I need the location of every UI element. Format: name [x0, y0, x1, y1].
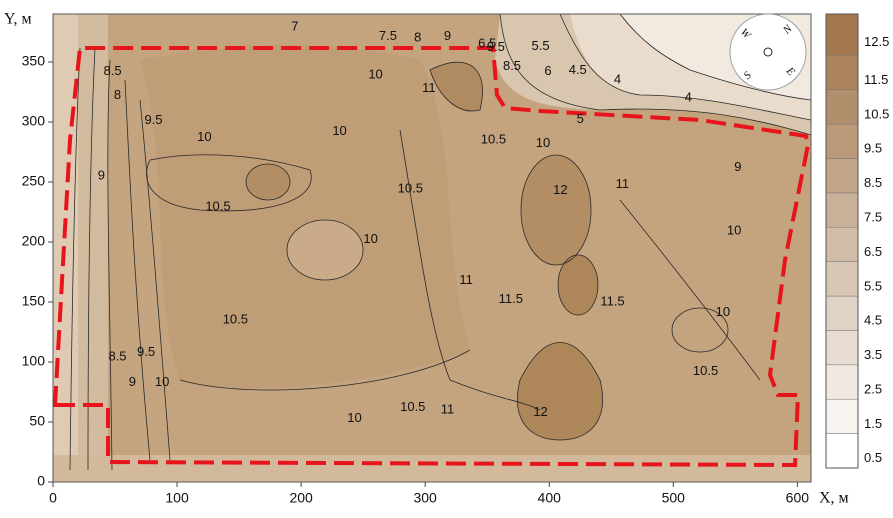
- x-axis-label: X, м: [819, 490, 849, 507]
- contour-label: 7: [291, 19, 298, 34]
- contour-label: 10: [332, 123, 346, 138]
- y-tick-label: 50: [29, 413, 45, 429]
- contour-label: 10.5: [693, 363, 718, 378]
- colorbar-band: [825, 226, 859, 262]
- colorbar-band: [825, 398, 859, 434]
- y-tick-label: 0: [37, 473, 45, 489]
- contour-label: 8: [414, 29, 421, 44]
- plot-frame: [52, 13, 812, 483]
- colorbar-band: [825, 89, 859, 125]
- contour-label: 6: [544, 63, 551, 78]
- contour-label: 4: [614, 71, 621, 86]
- site-boundary: [52, 46, 811, 468]
- colorbar-band: [825, 364, 859, 400]
- x-tick-label: 600: [786, 490, 810, 506]
- colorbar-band: [825, 261, 859, 297]
- contour-label: 10: [347, 410, 361, 425]
- colorbar-band: [825, 13, 859, 56]
- colorbar-band: [825, 55, 859, 90]
- x-tick-label: 400: [538, 490, 562, 506]
- y-tick-label: 250: [22, 173, 46, 189]
- y-tick-label: 350: [22, 53, 46, 69]
- contour-label: 12: [533, 404, 547, 419]
- contour-lines: [69, 13, 812, 471]
- contour-label: 9: [734, 159, 741, 174]
- contour-label: 9: [444, 28, 451, 43]
- y-tick-label: 100: [22, 353, 46, 369]
- colorbar-tick-label: 7.5: [864, 209, 882, 224]
- x-tick-label: 300: [413, 490, 437, 506]
- colorbar-tick-label: 3.5: [864, 347, 882, 362]
- contour-label: 11.5: [499, 291, 523, 306]
- y-tick-label: 300: [22, 113, 46, 129]
- x-tick-label: 500: [662, 490, 686, 506]
- x-tick-label: 100: [165, 490, 189, 506]
- x-tick-label: 0: [49, 490, 57, 506]
- contour-label: 8.5: [108, 349, 126, 364]
- contour-label: 10: [727, 223, 741, 238]
- colorbar-tick-label: 8.5: [864, 175, 882, 190]
- contour-label: 9: [129, 374, 136, 389]
- contour-label: 4.5: [569, 62, 587, 77]
- contour-label: 8: [114, 87, 121, 102]
- contour-label: 8.5: [503, 58, 521, 73]
- contour-label: 10: [363, 231, 377, 246]
- colorbar-band: [825, 330, 859, 366]
- contour-label: 12: [553, 182, 567, 197]
- colorbar-tick-label: 11.5: [864, 72, 888, 87]
- colorbar-tick-label: 4.5: [864, 313, 882, 328]
- contour-label: 9.5: [144, 112, 162, 127]
- contour-label: 11: [422, 80, 436, 95]
- contour-label: 6.5: [478, 35, 496, 50]
- colorbar-frame: [825, 13, 859, 469]
- contour-label: 5: [577, 111, 584, 126]
- colorbar-tick-label: 1.5: [864, 416, 882, 431]
- compass: [729, 13, 807, 91]
- contour-label: 10: [197, 129, 211, 144]
- contour-label: 10.5: [481, 131, 506, 146]
- contour-label: 10.5: [205, 199, 230, 214]
- colorbar-tick-label: 10.5: [864, 106, 889, 121]
- contour-label: 7.5: [379, 28, 397, 43]
- y-tick-label: 150: [22, 293, 46, 309]
- colorbar-band: [825, 123, 859, 159]
- contour-label: 10.5: [223, 311, 248, 326]
- contour-label: 10: [536, 135, 550, 150]
- colorbar-band: [825, 192, 859, 228]
- contour-label: 5.5: [532, 38, 550, 53]
- contour-label: 9: [98, 167, 105, 182]
- contour-label: 11: [616, 176, 630, 191]
- contour-label: 10.5: [398, 181, 423, 196]
- colorbar-tick-label: 9.5: [864, 141, 882, 156]
- colorbar-tick-label: 12.5: [864, 34, 889, 49]
- contour-label: 11.5: [600, 293, 624, 308]
- contour-label: 10: [155, 374, 169, 389]
- contour-label: 9.5: [487, 39, 505, 54]
- colorbar-tick-label: 0.5: [864, 450, 882, 465]
- y-tick-label: 200: [22, 233, 46, 249]
- contour-label: 10.5: [400, 399, 425, 414]
- contour-label: 11: [459, 272, 473, 287]
- contour-label: 9.5: [137, 344, 155, 359]
- x-tick-label: 200: [289, 490, 313, 506]
- colorbar-tick-label: 5.5: [864, 278, 882, 293]
- contour-label: 4: [685, 89, 692, 104]
- contour-label: 8.5: [104, 63, 122, 78]
- colorbar-band: [825, 158, 859, 194]
- colorbar-tick-label: 2.5: [864, 381, 882, 396]
- contour-label: 10: [368, 67, 382, 82]
- colorbar-band: [825, 295, 859, 331]
- contour-label: 10: [716, 304, 730, 319]
- y-axis-label: Y, м: [4, 11, 32, 28]
- colorbar-band: [825, 433, 859, 469]
- contour-label: 11: [441, 401, 455, 416]
- colorbar-tick-label: 6.5: [864, 244, 882, 259]
